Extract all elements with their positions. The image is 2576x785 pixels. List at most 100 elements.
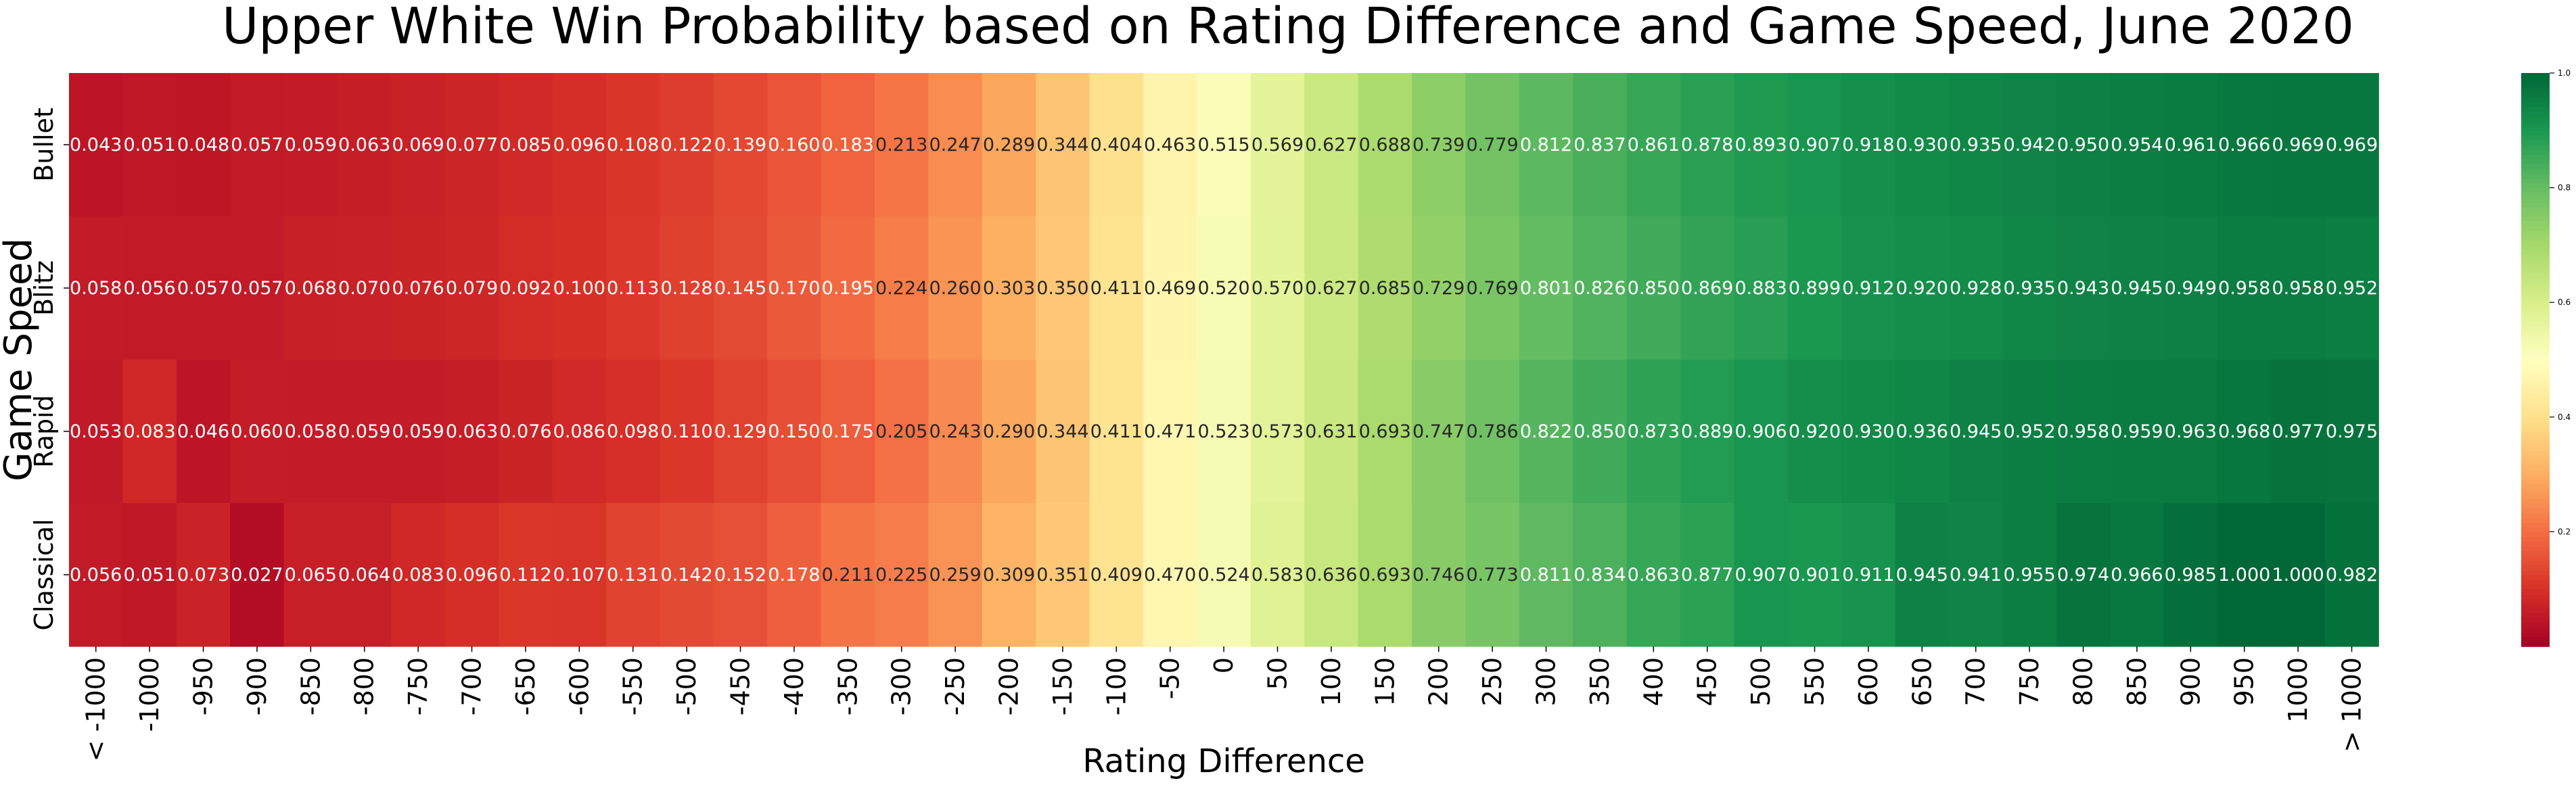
cell-value-label: 0.057: [231, 278, 283, 299]
colorbar-segment: [2521, 608, 2550, 614]
colorbar-segment: [2521, 493, 2550, 499]
heatmap-cell: [1626, 360, 1681, 504]
x-tick-label: 200: [1424, 657, 1454, 707]
heatmap-cell: [767, 360, 822, 504]
colorbar-tick-label: 0.2: [2558, 527, 2571, 536]
cell-value-label: 0.688: [1359, 135, 1411, 156]
colorbar-tick-label: 0.8: [2558, 183, 2571, 193]
x-tick-label: -950: [189, 657, 218, 715]
heatmap-cell: [1197, 73, 1251, 217]
colorbar-segment: [2521, 531, 2550, 538]
x-tick-label: 550: [1800, 657, 1830, 707]
heatmap-cell: [1143, 216, 1197, 360]
cell-value-label: 0.404: [1090, 135, 1143, 156]
cell-value-label: 0.027: [231, 565, 283, 586]
x-tick-label: 500: [1746, 657, 1776, 707]
colorbar-segment: [2521, 111, 2550, 117]
heatmap-cell: [2217, 503, 2272, 647]
heatmap-cell: [2271, 503, 2326, 647]
cell-value-label: 0.982: [2326, 565, 2378, 586]
colorbar-segment: [2521, 278, 2550, 284]
heatmap-cell: [283, 360, 338, 504]
x-tick-label: -200: [994, 657, 1024, 715]
colorbar-segment: [2521, 622, 2550, 628]
cell-value-label: 0.945: [2111, 278, 2163, 299]
cell-value-label: 0.053: [70, 421, 122, 442]
colorbar-segment: [2521, 479, 2550, 485]
cell-value-label: 0.941: [1950, 565, 2002, 586]
heatmap-cell: [2163, 503, 2218, 647]
colorbar-segment: [2521, 369, 2550, 375]
cell-value-label: 0.515: [1197, 135, 1249, 156]
cell-value-label: 0.145: [714, 278, 766, 299]
colorbar-segment: [2521, 402, 2550, 408]
heatmap-cell: [2002, 73, 2057, 217]
heatmap-cell: [176, 360, 231, 504]
cell-value-label: 0.098: [607, 421, 659, 442]
cell-value-label: 0.170: [768, 278, 820, 299]
y-tick-label: Bullet: [29, 108, 59, 182]
heatmap-cell: [1626, 216, 1681, 360]
cell-value-label: 0.195: [822, 278, 874, 299]
x-tick-label: 1000: [2283, 657, 2313, 723]
chart-title: Upper White Win Probability based on Rat…: [222, 0, 2354, 55]
cell-value-label: 0.139: [714, 135, 766, 156]
colorbar-segment: [2521, 139, 2550, 145]
y-axis-label: Game Speed: [0, 238, 41, 481]
heatmap-cell: [1412, 503, 1466, 647]
cell-value-label: 0.974: [2057, 565, 2109, 586]
colorbar-segment: [2521, 598, 2550, 604]
colorbar-segment: [2521, 527, 2550, 533]
colorbar-segment: [2521, 345, 2550, 351]
heatmap-cell: [928, 503, 983, 647]
heatmap-cell: [230, 360, 285, 504]
cell-value-label: 0.961: [2165, 135, 2217, 156]
x-tick-label: 900: [2176, 657, 2205, 707]
cell-value-label: 0.351: [1036, 565, 1088, 586]
cell-value-label: 0.048: [177, 135, 229, 156]
heatmap-cell: [69, 216, 123, 360]
cell-value-label: 0.469: [1144, 278, 1196, 299]
heatmap-cell: [606, 503, 660, 647]
cell-value-label: 0.786: [1466, 421, 1518, 442]
x-tick-label: 650: [1907, 657, 1937, 707]
heatmap-cell: [1304, 360, 1359, 504]
heatmap-cell: [982, 503, 1036, 647]
heatmap-cell: [1412, 360, 1466, 504]
cell-value-label: 0.930: [1896, 135, 1948, 156]
cell-value-label: 0.958: [2218, 278, 2270, 299]
heatmap-cell: [2324, 73, 2379, 217]
heatmap-cell: [552, 73, 607, 217]
colorbar-segment: [2521, 517, 2550, 523]
heatmap-cell: [2217, 216, 2272, 360]
heatmap-cell: [1626, 73, 1681, 217]
cell-value-label: 0.057: [231, 135, 283, 156]
cell-value-label: 0.943: [2057, 278, 2109, 299]
cell-value-label: 0.952: [2326, 278, 2378, 299]
x-tick-label: -50: [1155, 657, 1185, 699]
cell-value-label: 0.112: [499, 565, 551, 586]
heatmap-cell: [2163, 73, 2218, 217]
cell-value-label: 0.583: [1251, 565, 1304, 586]
cell-value-label: 0.059: [285, 135, 337, 156]
cell-value-label: 0.225: [875, 565, 927, 586]
heatmap-cell: [1358, 360, 1412, 504]
cell-value-label: 0.693: [1359, 421, 1411, 442]
heatmap-cell: [982, 73, 1036, 217]
colorbar-segment: [2521, 178, 2550, 184]
heatmap-cell: [875, 360, 929, 504]
heatmap-cell: [1949, 73, 2003, 217]
x-tick-label: -250: [940, 657, 970, 715]
heatmap-cell: [660, 216, 714, 360]
heatmap-cell: [2002, 216, 2057, 360]
colorbar-segment: [2521, 431, 2550, 437]
x-tick-label: < -1000: [81, 657, 111, 761]
cell-value-label: 0.952: [2003, 421, 2055, 442]
cell-value-label: 0.963: [2165, 421, 2217, 442]
heatmap-cell: [1089, 73, 1144, 217]
cell-value-label: 0.907: [1734, 565, 1787, 586]
colorbar-segment: [2521, 231, 2550, 237]
cell-value-label: 0.779: [1466, 135, 1518, 156]
heatmap-cell: [821, 73, 875, 217]
